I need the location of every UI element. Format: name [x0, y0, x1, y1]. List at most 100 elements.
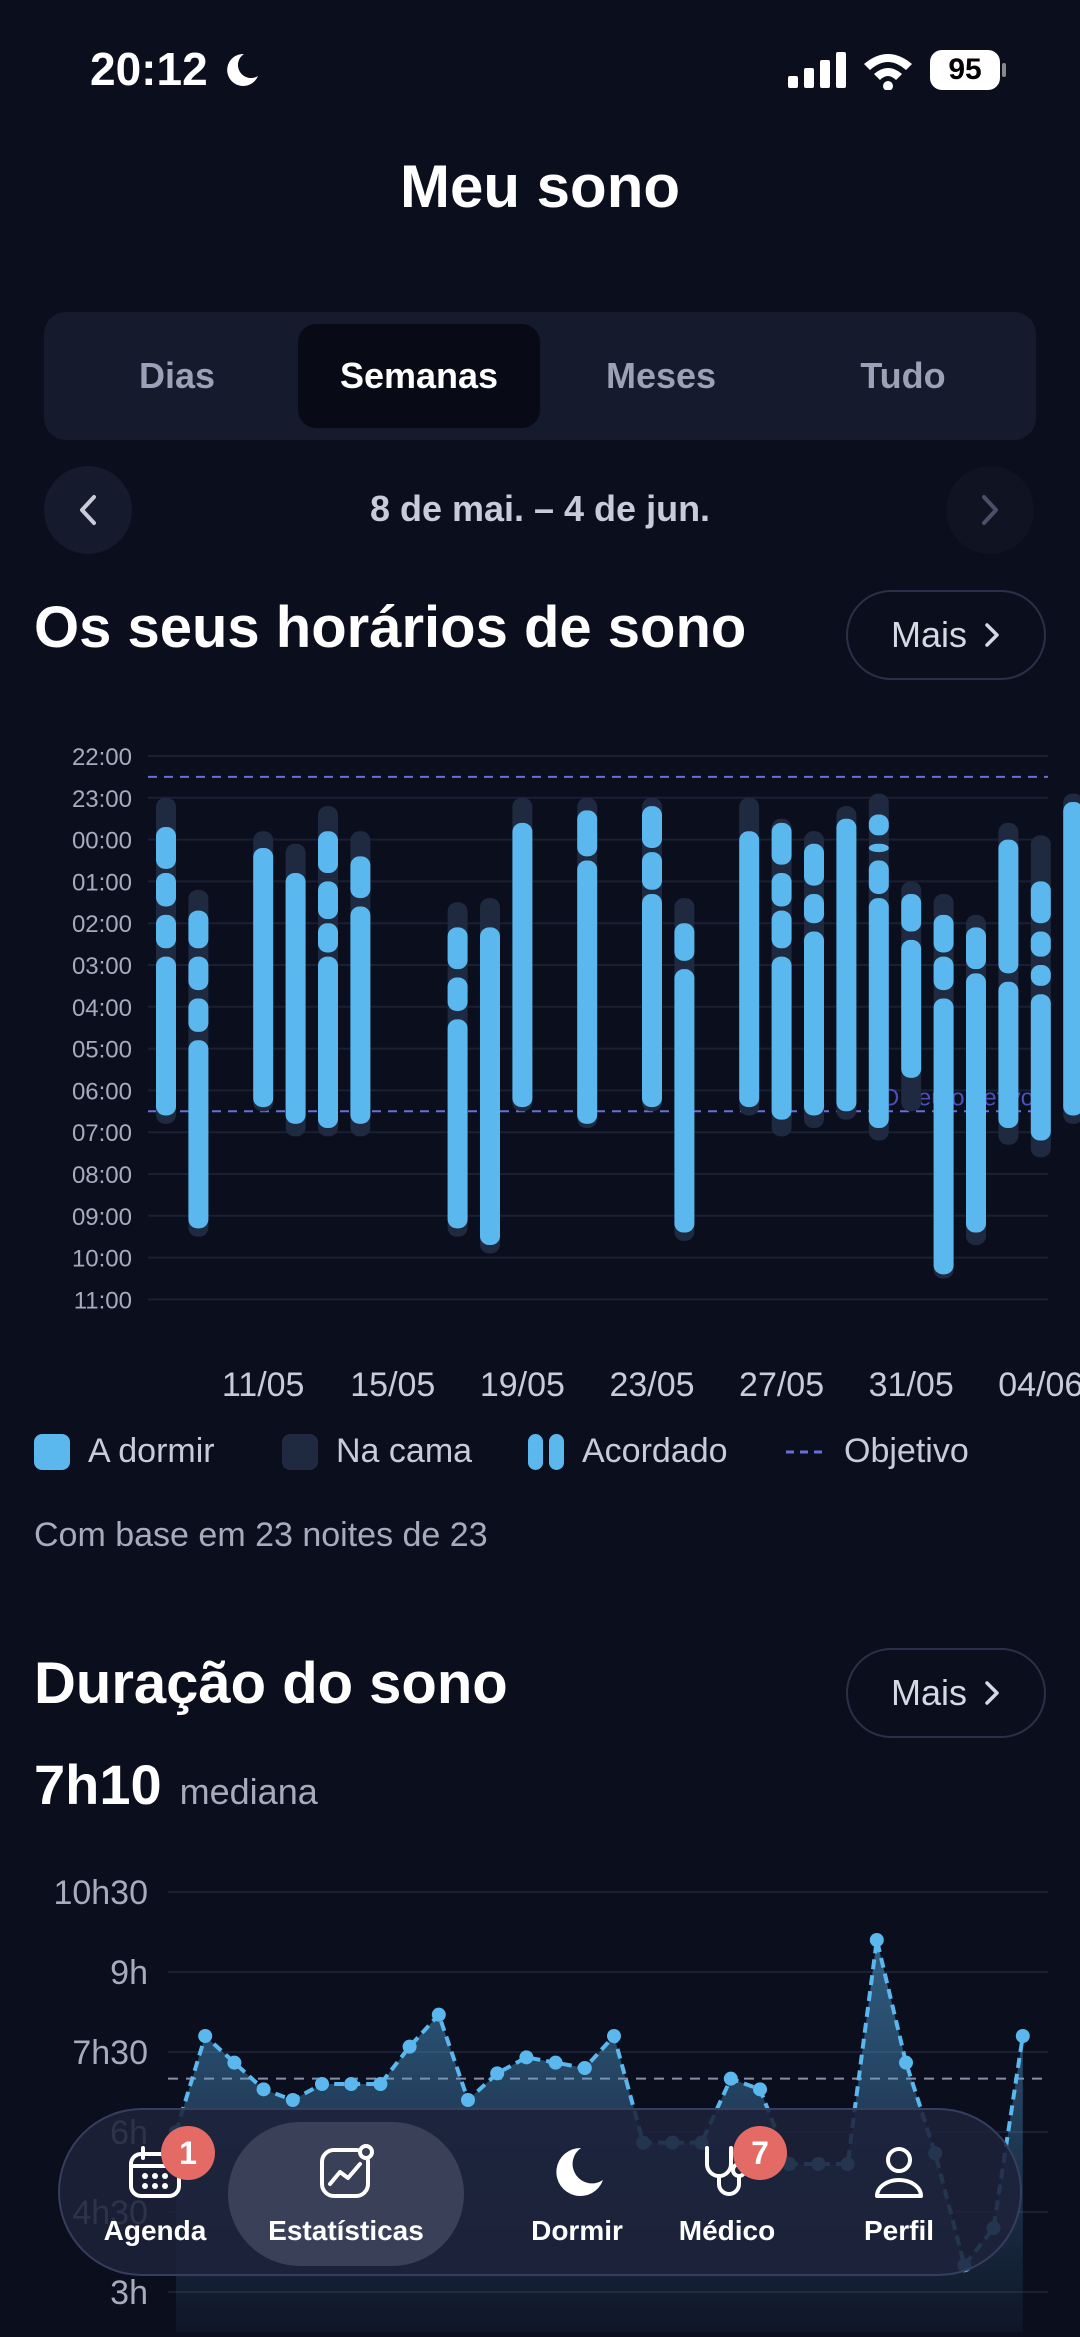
asleep-bar [188, 998, 209, 1032]
next-period-button[interactable] [946, 466, 1034, 554]
sleep-schedule-title: Os seus horários de sono [34, 595, 747, 660]
asleep-bar [156, 956, 176, 1116]
person-icon [869, 2142, 929, 2209]
legend-in-bed-label: Na cama [336, 1432, 473, 1470]
asleep-bar [804, 931, 824, 1116]
tab-bar: Agenda 1 Estatísticas Dormir Médico 7 Perfil [58, 2108, 1022, 2276]
legend-in-bed: Na cama [282, 1432, 472, 1471]
tab-label: Médico [678, 2214, 776, 2246]
asleep-bar [318, 881, 338, 920]
median-duration: 7h10 mediana [34, 1752, 318, 1817]
tab-dormir[interactable]: Dormir [502, 2122, 652, 2266]
duration-point [256, 2082, 271, 2097]
y-tick-label: 23:00 [72, 786, 132, 813]
duration-point [431, 2007, 446, 2022]
duration-more-label: Mais [890, 1672, 967, 1713]
asleep-bar [933, 914, 954, 953]
asleep-bar [577, 860, 598, 1124]
asleep-bar [642, 852, 662, 890]
duration-point [607, 2029, 621, 2043]
x-tick-label: 19/05 [480, 1366, 565, 1404]
y-tick-label: 01:00 [72, 869, 132, 896]
duration-point [869, 1933, 884, 1947]
asleep-bar [868, 843, 889, 853]
asleep-bar [771, 822, 792, 865]
tab-estatisticas[interactable]: Estatísticas [228, 2122, 464, 2266]
asleep-bar [188, 910, 209, 949]
asleep-bar [512, 822, 533, 1108]
asleep-bar [1030, 965, 1051, 986]
tab-label: Dormir [531, 2214, 623, 2246]
duration-point [285, 2093, 300, 2107]
asleep-bar [318, 923, 338, 953]
x-tick-label: 04/06 [998, 1366, 1080, 1404]
tab-semanas[interactable]: Semanas [298, 324, 540, 428]
date-range-label: 8 de mai. – 4 de jun. [369, 488, 711, 529]
duration-point [227, 2055, 242, 2070]
asleep-bar [318, 831, 338, 874]
duration-point [577, 2061, 592, 2075]
y-tick-label: 08:00 [72, 1162, 132, 1189]
tab-label: Perfil [863, 2214, 935, 2246]
legend-awake-label: Acordado [582, 1432, 728, 1470]
x-tick-label: 27/05 [739, 1366, 824, 1404]
chevron-right-icon [985, 1681, 999, 1705]
asleep-bar [739, 831, 760, 1108]
asleep-bar [998, 981, 1019, 1129]
status-bar: 20:12 95 [0, 0, 1080, 140]
sleep-duration-title: Duração do sono [34, 1651, 508, 1716]
asleep-bar [933, 956, 954, 991]
schedule-more-label: Mais [890, 614, 967, 655]
tab-label: Agenda [103, 2214, 207, 2246]
legend-goal-label: Objetivo [844, 1432, 969, 1470]
asleep-bar [868, 898, 889, 1129]
y-tick-label: 22:00 [72, 744, 132, 771]
asleep-bar [156, 827, 176, 869]
asleep-bar [868, 814, 889, 836]
duration-point [373, 2077, 388, 2091]
legend-goal: Objetivo [786, 1432, 969, 1471]
previous-period-button[interactable] [44, 466, 132, 554]
asleep-bar [350, 856, 371, 899]
duration-point [402, 2039, 417, 2054]
schedule-more-button[interactable]: Mais [846, 590, 1046, 680]
asleep-bar [966, 927, 986, 970]
y-tick-label: 11:00 [74, 1287, 132, 1314]
asleep-bar [156, 873, 176, 907]
moon-icon [227, 53, 258, 86]
median-value: 7h10 [34, 1753, 162, 1816]
chevron-right-icon [985, 623, 999, 647]
battery-indicator: 95 [930, 50, 1006, 90]
asleep-bar [1030, 994, 1051, 1141]
asleep-bar [642, 893, 662, 1108]
asleep-bar [642, 806, 662, 848]
asleep-bar [836, 818, 857, 1112]
x-tick-label: 11/05 [222, 1366, 305, 1404]
y-tick-label: 09:00 [72, 1204, 132, 1231]
notification-badge: 1 [161, 2126, 215, 2180]
duration-point [198, 2029, 213, 2043]
duration-point [723, 2071, 738, 2086]
page-title: Meu sono [400, 153, 680, 220]
asleep-bar [771, 956, 792, 1120]
wifi-icon [864, 54, 912, 90]
asleep-bar [577, 810, 598, 857]
duration-point [519, 2050, 534, 2065]
y-tick-label: 06:00 [72, 1078, 132, 1105]
asleep-bar [674, 969, 695, 1233]
median-label: mediana [179, 1771, 318, 1812]
asleep-bar [318, 956, 338, 1129]
tab-meses[interactable]: Meses [605, 355, 717, 396]
tab-tudo[interactable]: Tudo [860, 355, 946, 396]
tab-perfil[interactable]: Perfil [824, 2122, 974, 2266]
tab-dias[interactable]: Dias [138, 355, 216, 396]
duration-point [315, 2077, 329, 2091]
duration-more-button[interactable]: Mais [846, 1648, 1046, 1738]
cellular-signal-icon [788, 52, 846, 88]
asleep-bar [447, 927, 468, 970]
y-tick-label: 02:00 [72, 911, 132, 938]
y-tick-label: 00:00 [72, 828, 132, 855]
y-tick-label: 07:00 [72, 1120, 132, 1147]
y-tick-label: 10:00 [72, 1246, 132, 1273]
asleep-bar [350, 906, 371, 1124]
